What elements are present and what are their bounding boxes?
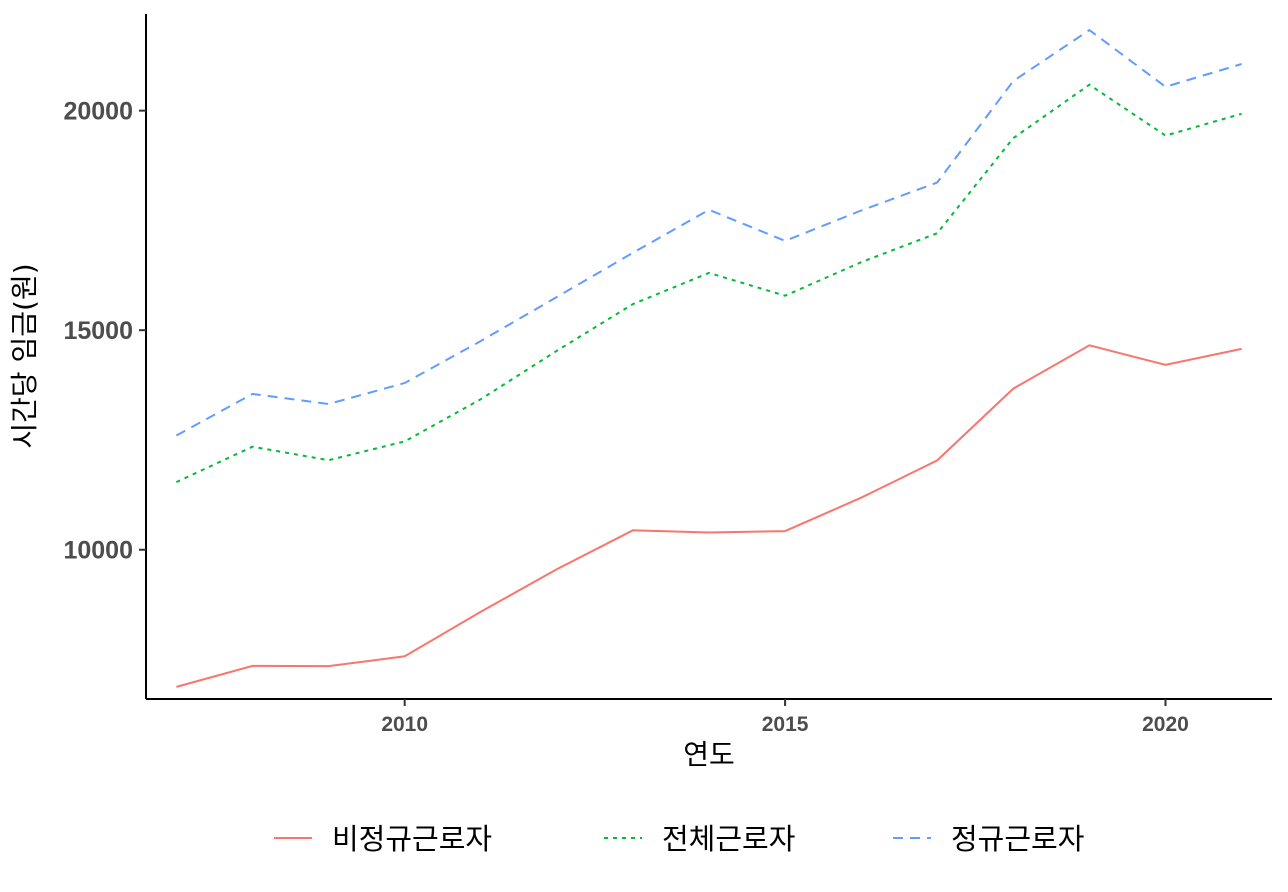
x-axis-ticks: 2010 2015 2020	[381, 699, 1189, 736]
x-tick-label: 2020	[1142, 713, 1189, 736]
legend-label-2: 전체근로자	[662, 822, 795, 856]
series-line-2	[175, 83, 1242, 484]
x-tick-label: 2010	[381, 713, 428, 736]
legend-label-1: 비정규근로자	[332, 822, 492, 856]
x-axis-title: 연도	[683, 738, 735, 771]
plot-lines	[175, 28, 1242, 688]
series-line-3	[175, 28, 1242, 437]
y-axis-ticks: 10000 15000 20000	[63, 98, 146, 565]
y-tick-label: 15000	[63, 317, 133, 345]
series-line-1	[176, 344, 1242, 688]
x-tick-label: 2015	[762, 713, 809, 736]
y-tick-label: 10000	[63, 537, 133, 565]
y-axis-title: 시간당 임금(원)	[8, 263, 41, 448]
y-tick-label: 20000	[63, 98, 133, 126]
legend-label-3: 정규근로자	[951, 822, 1084, 856]
legend: 비정규근로자 전체근로자 정규근로자	[274, 822, 1084, 856]
